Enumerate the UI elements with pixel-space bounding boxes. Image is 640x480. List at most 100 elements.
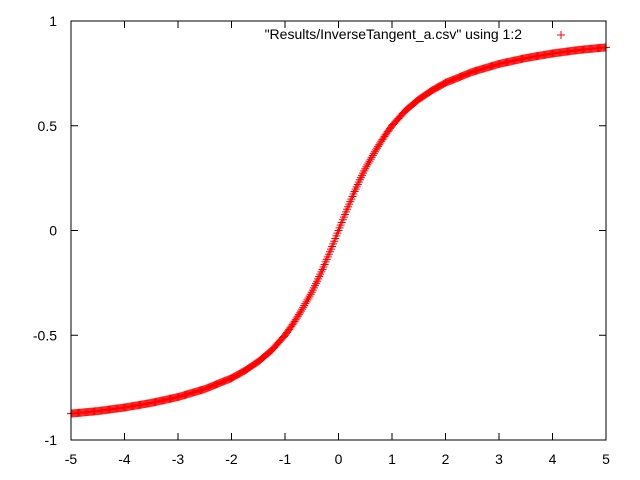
data-point: [371, 145, 380, 154]
data-point: [435, 82, 444, 91]
data-point: [291, 315, 300, 324]
data-point: [248, 361, 257, 370]
data-point: [297, 307, 306, 316]
data-point: [362, 162, 371, 171]
data-point: [427, 86, 436, 95]
data-point: [237, 368, 246, 377]
data-point: [368, 151, 377, 160]
y-tick-label: 0: [49, 223, 57, 239]
data-point: [305, 292, 314, 301]
data-point: [379, 133, 388, 142]
data-point: [369, 149, 378, 158]
data-point: [247, 361, 256, 370]
data-point: [287, 322, 296, 331]
data-point: [304, 293, 313, 302]
x-tick-label: 1: [388, 451, 396, 467]
data-point: [295, 308, 304, 317]
data-point: [290, 317, 299, 326]
data-point: [420, 91, 429, 100]
data-point: [251, 359, 260, 368]
data-point: [300, 301, 309, 310]
data-point: [426, 87, 435, 96]
data-point: [423, 89, 432, 98]
data-point: [417, 93, 426, 102]
data-point: [422, 90, 431, 99]
y-tick-label: -1: [45, 432, 58, 448]
x-tick-label: 2: [442, 451, 450, 467]
data-point: [419, 92, 428, 101]
x-tick-label: -1: [279, 451, 292, 467]
data-point: [378, 135, 387, 144]
data-point: [289, 319, 298, 328]
x-tick-label: -2: [225, 451, 238, 467]
y-tick-label: 0.5: [38, 118, 58, 134]
data-point: [434, 83, 443, 92]
data-point: [431, 84, 440, 93]
data-point: [232, 371, 241, 380]
data-point: [439, 80, 448, 89]
data-point: [244, 364, 253, 373]
data-point: [234, 369, 243, 378]
data-points: [67, 43, 610, 418]
data-point: [240, 366, 249, 375]
axes: -5 -4 -3 -2 -1 0 1 2 3 4 5 -1 -0.5 0 0.5 1: [33, 13, 610, 467]
data-point: [421, 91, 430, 100]
data-point: [370, 147, 379, 156]
data-point: [306, 290, 315, 299]
x-tick-label: -3: [172, 451, 185, 467]
data-point: [436, 81, 445, 90]
data-point: [293, 312, 302, 321]
y-tick-label: 1: [49, 13, 57, 29]
data-point: [416, 93, 425, 102]
data-point: [246, 362, 255, 371]
data-point: [425, 88, 434, 97]
data-point: [266, 347, 275, 356]
data-point: [236, 369, 245, 378]
data-point: [414, 95, 423, 104]
data-point: [363, 160, 372, 169]
data-point: [228, 373, 237, 382]
data-point: [242, 365, 251, 374]
data-point: [361, 164, 370, 173]
legend: "Results/InverseTangent_a.csv" using 1:2: [265, 26, 565, 42]
data-point: [380, 132, 389, 141]
x-tick-label: -5: [65, 451, 78, 467]
legend-marker-glyph: [557, 31, 565, 39]
data-point: [376, 138, 385, 147]
data-point: [424, 88, 433, 97]
data-point: [249, 360, 258, 369]
data-point: [437, 81, 446, 90]
data-point: [375, 140, 384, 149]
data-point: [229, 372, 238, 381]
legend-label: "Results/InverseTangent_a.csv" using 1:2: [265, 26, 523, 42]
x-tick-label: 4: [549, 451, 557, 467]
data-point: [366, 155, 375, 164]
data-point: [367, 153, 376, 162]
data-point: [440, 79, 449, 88]
data-point: [364, 159, 373, 168]
data-point: [373, 144, 382, 153]
data-point: [377, 137, 386, 146]
data-point: [241, 366, 250, 375]
data-point: [432, 83, 441, 92]
data-point: [438, 80, 447, 89]
data-point: [231, 371, 240, 380]
data-point: [415, 94, 424, 103]
x-tick-label: 5: [602, 451, 610, 467]
data-point: [227, 374, 236, 383]
data-point: [429, 85, 438, 94]
data-point: [299, 303, 308, 312]
y-tick-label: -0.5: [33, 327, 57, 343]
data-point: [302, 297, 311, 306]
data-point: [301, 299, 310, 308]
data-point: [430, 84, 439, 93]
data-point: [243, 364, 252, 373]
data-point: [245, 363, 254, 372]
data-point: [374, 142, 383, 151]
data-point: [298, 305, 307, 314]
data-point: [239, 367, 248, 376]
data-point: [286, 323, 295, 332]
data-point: [233, 370, 242, 379]
